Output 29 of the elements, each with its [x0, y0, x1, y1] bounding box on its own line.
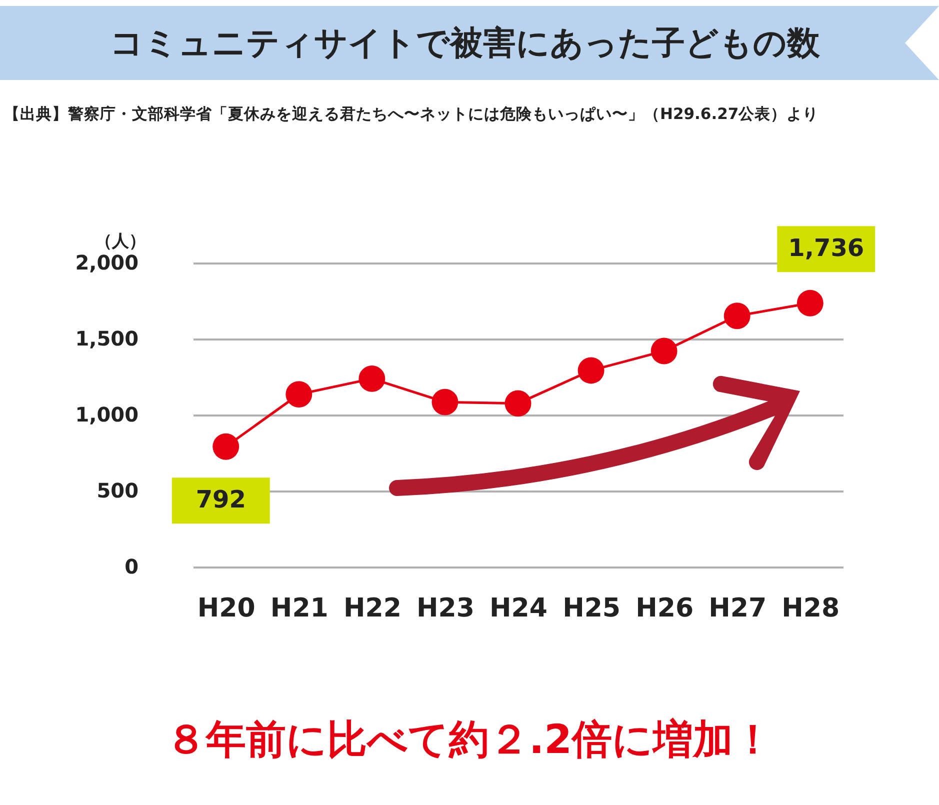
x-tick-label: H27: [708, 594, 767, 624]
data-label: 1,736: [788, 234, 864, 262]
x-tick-label: H20: [197, 594, 256, 624]
text: ８年前に比べて約２.2倍に増加！: [164, 716, 774, 765]
chart-subtitle: 【出典】警察庁・文部科学省「夏休みを迎える君たちへ〜ネットには危険もいっぱい〜」（H29.6.27公表）より: [4, 104, 819, 125]
y-tick-label: 0: [124, 554, 138, 578]
chart-title: コミュニティサイトで被害にあった子どもの数: [109, 22, 821, 64]
y-tick-label: 500: [96, 478, 138, 502]
x-tick-label: H28: [782, 594, 840, 624]
point: [578, 357, 604, 384]
point: [432, 388, 458, 416]
point: [286, 381, 312, 408]
y-axis-title: （人）: [95, 232, 146, 250]
x-tick-label: H26: [636, 594, 694, 624]
x-tick-label: H24: [490, 594, 548, 624]
x-tick-label: H23: [416, 594, 474, 624]
point: [724, 302, 750, 330]
x-tick-label: H25: [562, 594, 621, 624]
y-tick-label: 2,000: [75, 250, 138, 274]
x-tick-label: H22: [343, 594, 402, 624]
point: [504, 390, 532, 417]
point: [212, 433, 240, 460]
data-label: 792: [196, 486, 246, 514]
x-tick-label: H21: [270, 594, 328, 624]
point: [358, 365, 386, 392]
y-tick-label: 1,500: [75, 326, 138, 350]
point: [796, 290, 824, 316]
point: [650, 338, 678, 364]
y-tick-label: 1,000: [75, 402, 138, 426]
